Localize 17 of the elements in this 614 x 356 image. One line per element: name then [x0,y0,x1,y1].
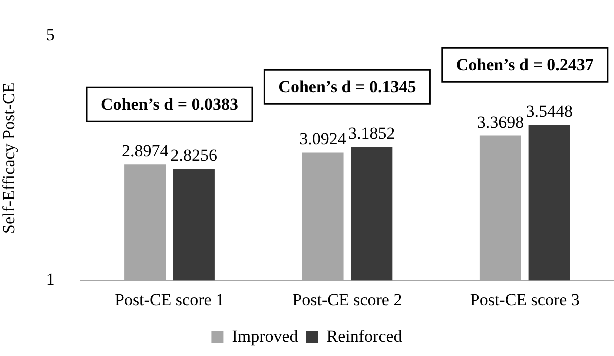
legend-label: Reinforced [326,326,403,346]
y-tick-label: 5 [46,26,55,45]
annotation: Cohen’s d = 0.2437 [456,56,594,75]
annotation: Cohen’s d = 0.1345 [278,77,416,96]
data-label: 3.0924 [300,130,347,149]
data-label: 3.3698 [477,112,524,132]
y-axis-title: Self-Efficacy Post-CE [0,82,19,234]
y-tick-label: 1 [46,270,55,290]
x-tick-label: Post-CE score 2 [292,290,402,310]
legend-label: Improved [232,326,299,346]
x-tick-label: Post-CE score 1 [114,290,225,310]
annotation: Cohen’s d = 0.0383 [100,95,239,114]
data-label: 3.1852 [348,124,396,144]
data-label: 2.8974 [122,142,170,161]
data-label: 3.5448 [526,102,573,122]
x-tick-label: Post-CE score 3 [470,290,580,310]
data-label: 2.8256 [170,146,218,166]
